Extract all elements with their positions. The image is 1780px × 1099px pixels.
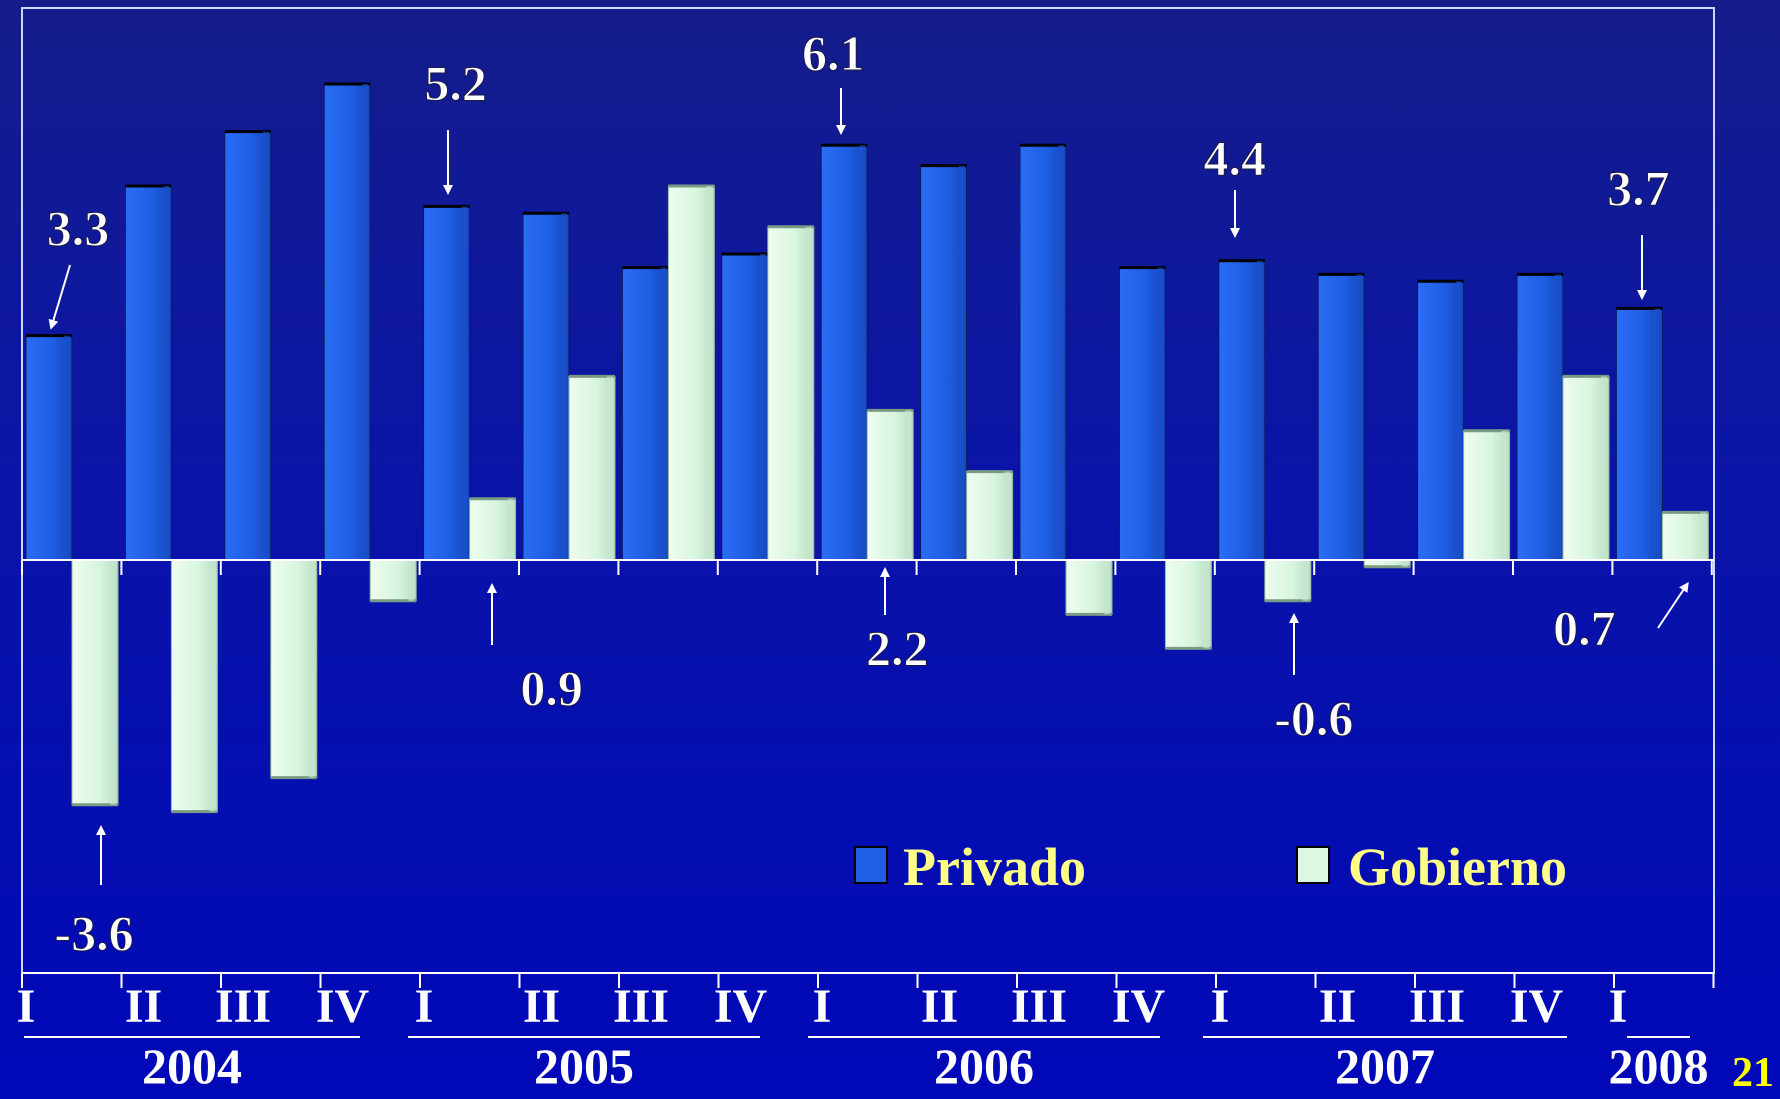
annotations-layer: 3.3 5.2 6.1 4.4 3.7 -3.6 0.9 2.2 -0.6 0.7: [46, 25, 1689, 962]
data-label: 0.7: [1553, 600, 1616, 656]
data-label: 0.9: [520, 660, 583, 716]
bar-gobierno: [1065, 559, 1113, 616]
x-tick-label: IV: [1112, 980, 1166, 1033]
bar-gobierno: [1363, 559, 1411, 569]
bar-privado: [621, 266, 669, 561]
x-tick-label: I: [415, 980, 434, 1033]
bar-gobierno: [667, 184, 715, 561]
x-tick-label: I: [1211, 980, 1230, 1033]
bar-privado: [224, 130, 272, 561]
x-tick-label: III: [613, 980, 669, 1033]
bar-privado: [124, 184, 172, 561]
data-label: -3.6: [54, 905, 133, 961]
legend: Privado Gobierno: [854, 837, 1567, 897]
arrow: [1657, 581, 1689, 629]
x-tick-label: III: [1409, 980, 1465, 1033]
data-label: 2.2: [866, 620, 929, 676]
data-label: 4.4: [1204, 130, 1267, 186]
bar-gobierno: [767, 225, 815, 561]
x-tick-label: III: [215, 980, 271, 1033]
page-number: 21: [1732, 1050, 1774, 1096]
bar-gobierno: [966, 470, 1014, 561]
year-label: 2005: [534, 1038, 634, 1094]
bar-gobierno: [469, 497, 517, 561]
data-label: 3.7: [1607, 160, 1670, 216]
x-tick-label: II: [523, 980, 560, 1033]
x-tick-label: III: [1011, 980, 1067, 1033]
bar-gobierno: [568, 374, 616, 561]
bar-gobierno: [1164, 559, 1212, 650]
bar-privado: [1417, 279, 1465, 561]
bar-privado: [1317, 272, 1365, 561]
x-tick-label: IV: [316, 980, 370, 1033]
bars-layer: [21, 82, 1713, 814]
legend-swatch-gobierno: [1296, 846, 1330, 884]
data-label: 5.2: [424, 55, 487, 111]
x-tick-label: I: [813, 980, 832, 1033]
data-label: 6.1: [802, 25, 865, 81]
bar-gobierno: [1463, 429, 1511, 561]
year-label: 2006: [934, 1038, 1034, 1094]
bar-privado: [1218, 259, 1266, 561]
year-label: 2004: [142, 1038, 242, 1094]
bar-gobierno: [1264, 559, 1312, 603]
legend-label-privado: Privado: [903, 837, 1086, 897]
bar-gobierno: [1562, 374, 1610, 561]
year-label: 2008: [1609, 1038, 1709, 1094]
x-tick-label: IV: [1510, 980, 1564, 1033]
bar-privado: [1516, 272, 1564, 561]
year-label: 2007: [1335, 1038, 1435, 1094]
x-tick-label: II: [125, 980, 162, 1033]
bar-privado: [920, 164, 968, 561]
legend-label-gobierno: Gobierno: [1348, 837, 1567, 897]
bar-gobierno: [866, 408, 914, 561]
bar-privado: [423, 204, 471, 561]
bar-gobierno: [1661, 510, 1709, 561]
data-label: -0.6: [1274, 690, 1353, 746]
bar-gobierno: [369, 559, 417, 603]
bar-privado: [721, 252, 769, 561]
x-tick-label: IV: [714, 980, 768, 1033]
bar-gobierno: [270, 559, 318, 780]
bar-privado: [522, 211, 570, 561]
x-tick-label: I: [1609, 980, 1628, 1033]
legend-swatch-privado: [854, 846, 888, 884]
bar-gobierno: [170, 559, 218, 814]
bar-privado: [323, 82, 371, 561]
bar-gobierno: [71, 559, 119, 807]
arrow: [48, 264, 71, 330]
bar-privado: [820, 143, 868, 561]
bar-privado: [1118, 266, 1166, 561]
bar-privado: [1019, 143, 1067, 561]
bar-privado: [25, 334, 73, 561]
x-tick-label: II: [921, 980, 958, 1033]
x-tick-label: I: [17, 980, 36, 1033]
bar-privado: [1615, 306, 1663, 561]
x-tick-label: II: [1319, 980, 1356, 1033]
data-label: 3.3: [47, 200, 110, 256]
